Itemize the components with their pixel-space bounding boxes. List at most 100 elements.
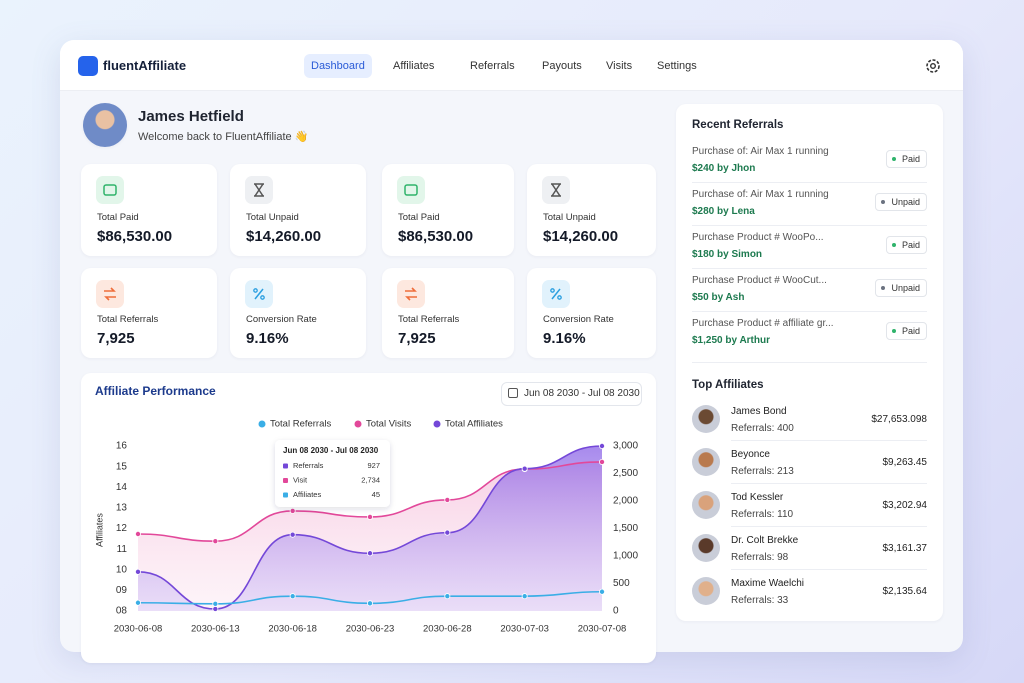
affiliate-earnings: $9,263.45 — [882, 457, 928, 468]
stat-label: Conversion Rate — [246, 314, 317, 325]
stat-value: 9.16% — [246, 330, 289, 347]
recent-referrals-title: Recent Referrals — [692, 119, 784, 131]
brand-logo — [78, 56, 98, 76]
icon-glyph — [551, 183, 561, 197]
nav-item[interactable]: Visits — [606, 60, 633, 72]
affiliate-referrals: Referrals: 98 — [731, 552, 789, 563]
top-bar — [60, 40, 963, 91]
chart-title: Affiliate Performance — [95, 384, 216, 398]
nav-item[interactable]: Affiliates — [393, 60, 435, 72]
icon-glyph — [404, 184, 418, 196]
icon-glyph — [405, 287, 417, 301]
icon-glyph — [254, 183, 264, 197]
status-dot — [892, 329, 896, 333]
nav-item[interactable]: Dashboard — [311, 60, 365, 72]
referral-product: Purchase Product # WooCut... — [692, 275, 827, 286]
icon-glyph — [253, 288, 265, 300]
affiliate-name: Tod Kessler — [731, 492, 784, 503]
nav-item[interactable]: Referrals — [470, 60, 515, 72]
row-divider — [731, 483, 927, 484]
affiliate-avatar — [692, 491, 720, 519]
nav-item[interactable]: Payouts — [542, 60, 582, 72]
top-affiliates-title: Top Affiliates — [692, 379, 764, 391]
row-divider — [731, 440, 927, 441]
affiliate-earnings: $2,135.64 — [882, 586, 928, 597]
stat-icon — [542, 176, 570, 204]
stat-label: Total Paid — [398, 212, 440, 223]
nav-item[interactable]: Settings — [657, 60, 697, 72]
stat-label: Total Referrals — [97, 314, 159, 325]
affiliate-name: Beyonce — [731, 449, 770, 460]
stat-value: $14,260.00 — [543, 228, 619, 245]
row-divider — [692, 225, 927, 226]
user-name: James Hetfield — [138, 108, 244, 125]
stat-icon — [96, 280, 124, 308]
nav-active-pill[interactable] — [304, 54, 372, 78]
stat-icon — [245, 280, 273, 308]
stat-icon — [542, 280, 570, 308]
stat-icon — [397, 280, 425, 308]
row-divider — [692, 311, 927, 312]
stat-icon — [245, 176, 273, 204]
referral-product: Purchase Product # WooPo... — [692, 232, 824, 243]
date-range-picker[interactable] — [501, 382, 642, 406]
status-dot — [892, 243, 896, 247]
affiliate-earnings: $3,161.37 — [882, 543, 928, 554]
calendar-icon — [508, 388, 518, 398]
affiliate-name: Maxime Waelchi — [731, 578, 804, 589]
affiliate-referrals: Referrals: 213 — [731, 466, 794, 477]
avatar — [83, 103, 127, 147]
affiliate-avatar — [692, 448, 720, 476]
row-divider — [731, 569, 927, 570]
chart-card — [81, 373, 656, 663]
stat-label: Total Unpaid — [246, 212, 299, 223]
status-badge: Paid — [885, 236, 927, 254]
status-badge: Unpaid — [875, 279, 927, 297]
brand-name: fluentAffiliate — [103, 58, 187, 73]
affiliate-referrals: Referrals: 33 — [731, 595, 789, 606]
stat-icon — [397, 176, 425, 204]
icon-glyph — [550, 288, 562, 300]
status-dot — [892, 157, 896, 161]
status-badge: Paid — [885, 322, 927, 340]
referral-product: Purchase of: Air Max 1 running — [692, 189, 829, 200]
affiliate-avatar — [692, 577, 720, 605]
affiliate-earnings: $27,653.098 — [871, 414, 927, 425]
section-divider — [692, 362, 927, 363]
referral-amount: $50 by Ash — [692, 292, 745, 303]
affiliate-avatar — [692, 405, 720, 433]
affiliate-name: Dr. Colt Brekke — [731, 535, 799, 546]
status-badge: Paid — [885, 150, 927, 168]
affiliate-name: James Bond — [731, 406, 787, 417]
row-divider — [692, 268, 927, 269]
welcome-text: Welcome back to FluentAffiliate 👋 — [138, 131, 309, 143]
stat-value: 7,925 — [398, 330, 436, 347]
referral-amount: $240 by Jhon — [692, 163, 756, 174]
stat-label: Total Paid — [97, 212, 139, 223]
status-dot — [881, 286, 885, 290]
stat-value: 9.16% — [543, 330, 586, 347]
date-range-text: Jun 08 2030 - Jul 08 2030 — [524, 388, 640, 399]
icon-glyph — [103, 184, 117, 196]
stat-label: Total Unpaid — [543, 212, 596, 223]
row-divider — [692, 182, 927, 183]
stat-value: $86,530.00 — [398, 228, 474, 245]
referral-amount: $280 by Lena — [692, 206, 755, 217]
row-divider — [731, 526, 927, 527]
referral-product: Purchase Product # affiliate gr... — [692, 318, 834, 329]
affiliate-earnings: $3,202.94 — [882, 500, 928, 511]
stat-label: Conversion Rate — [543, 314, 614, 325]
referral-product: Purchase of: Air Max 1 running — [692, 146, 829, 157]
stat-value: 7,925 — [97, 330, 135, 347]
affiliate-referrals: Referrals: 400 — [731, 423, 794, 434]
affiliate-referrals: Referrals: 110 — [731, 509, 794, 520]
stat-value: $14,260.00 — [246, 228, 322, 245]
affiliate-avatar — [692, 534, 720, 562]
stat-label: Total Referrals — [398, 314, 460, 325]
referral-amount: $1,250 by Arthur — [692, 335, 770, 346]
settings-gear[interactable] — [924, 57, 942, 75]
icon-glyph — [104, 287, 116, 301]
status-dot — [881, 200, 885, 204]
